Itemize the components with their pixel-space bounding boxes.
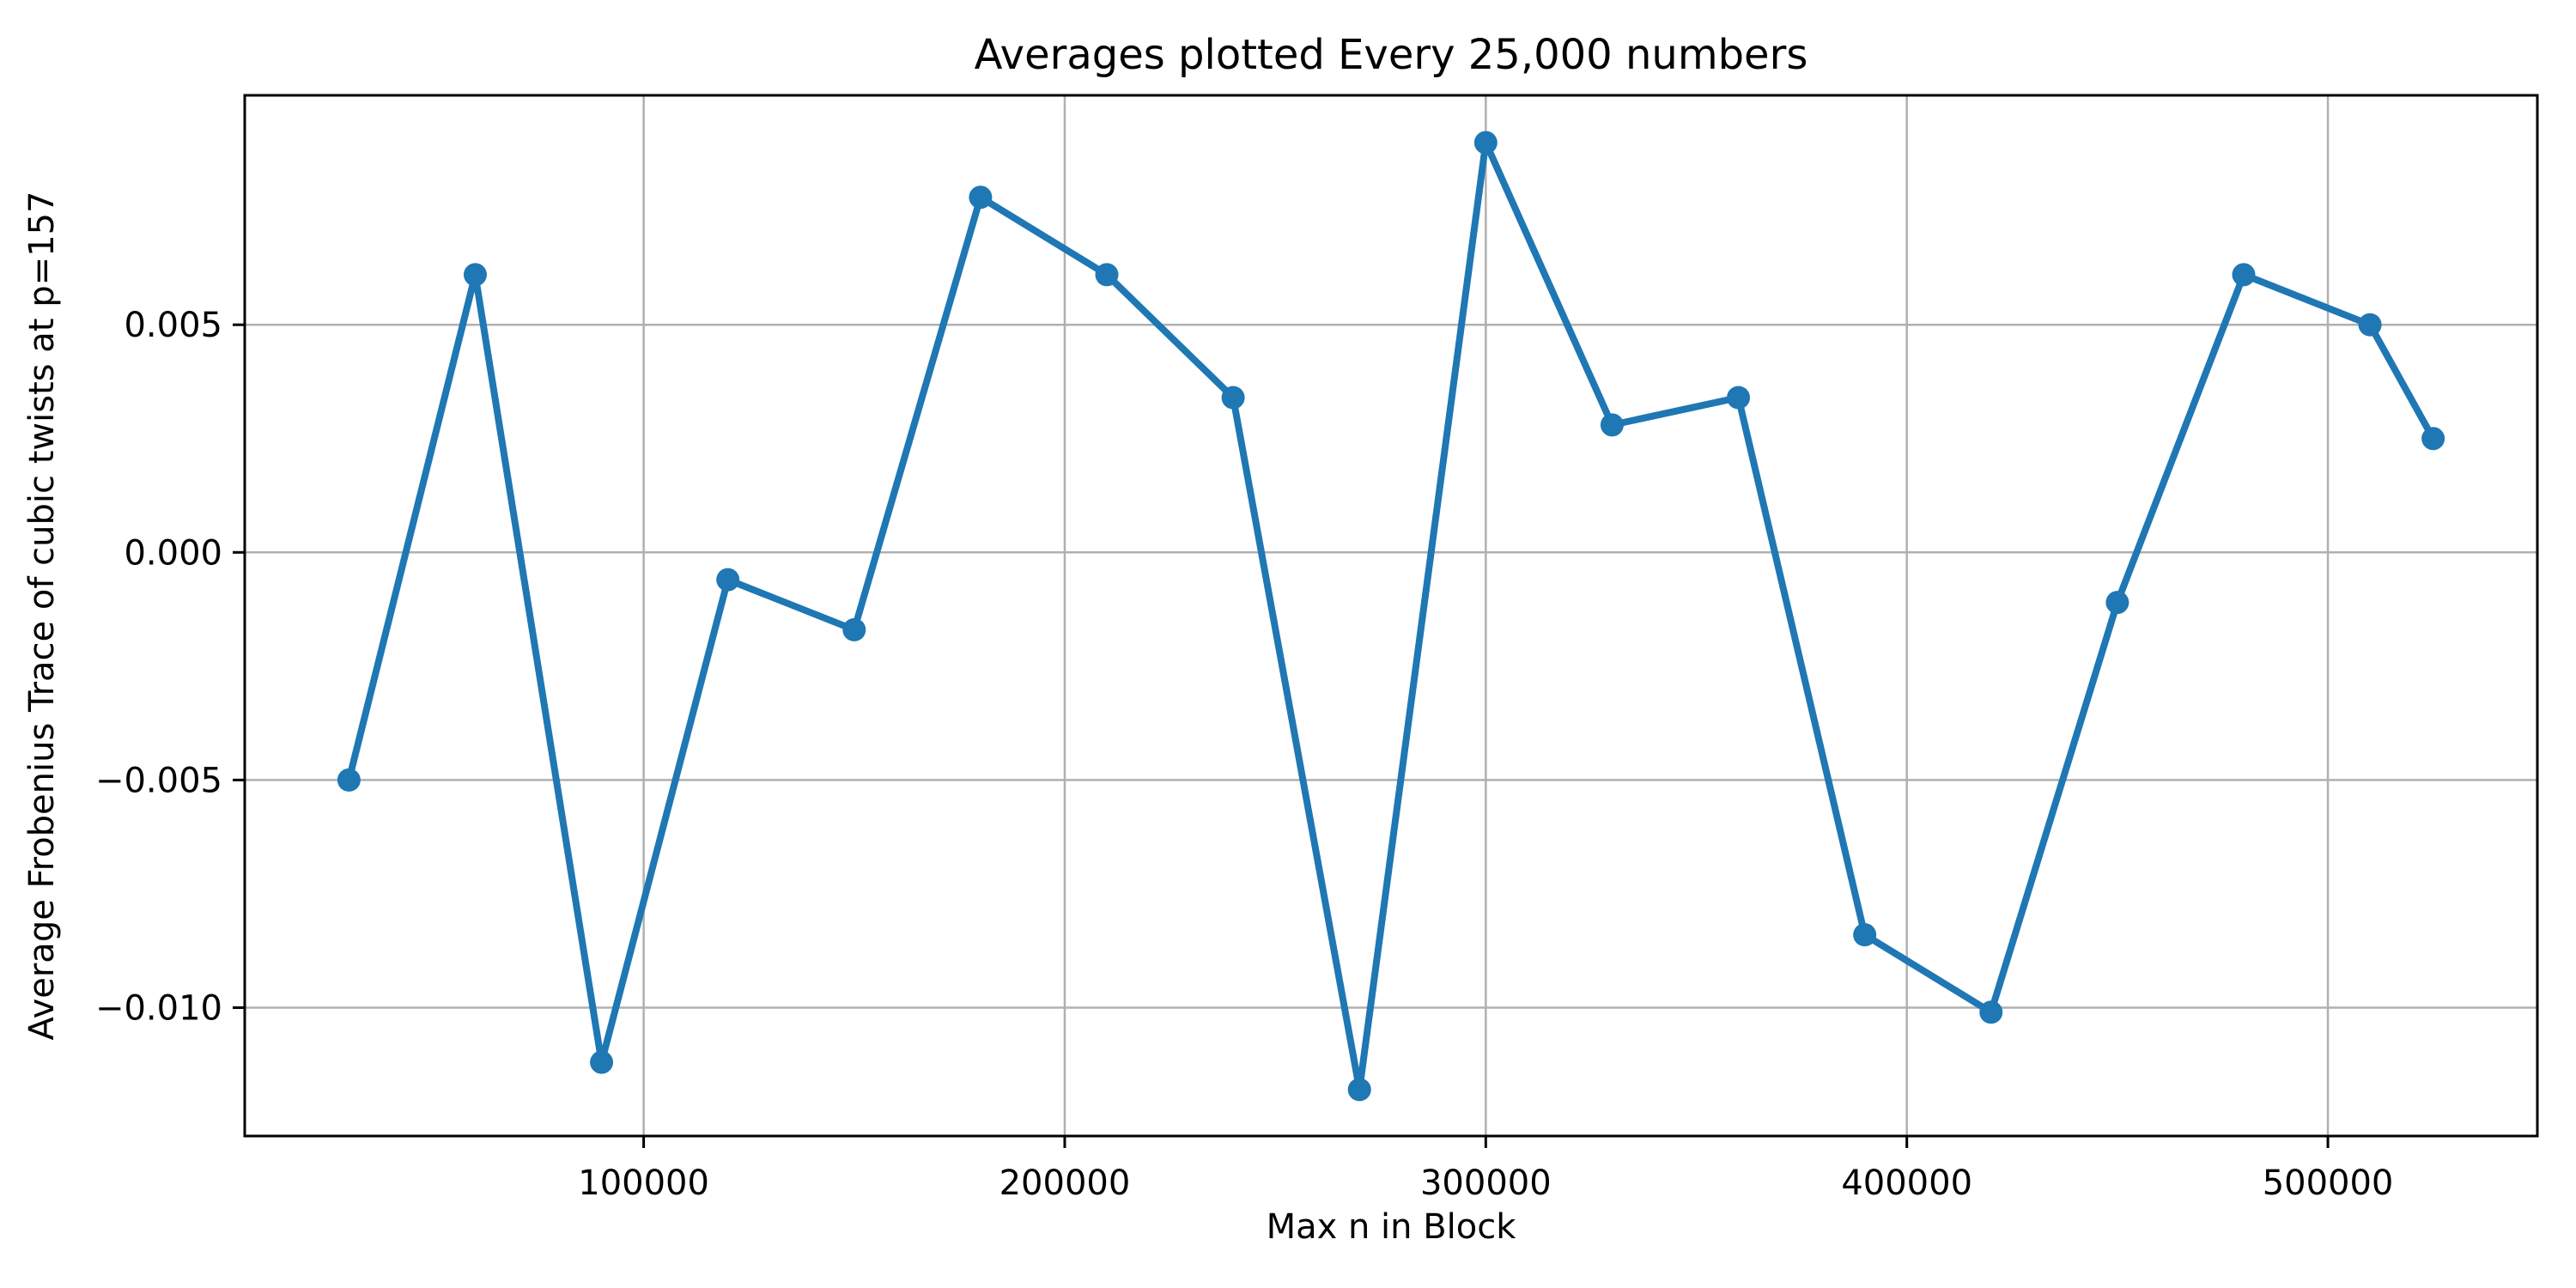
data-point xyxy=(463,263,487,287)
data-line xyxy=(345,139,2437,1093)
data-point xyxy=(1347,1078,1371,1102)
x-tick-label: 500000 xyxy=(2263,1163,2394,1203)
data-point xyxy=(2232,263,2256,287)
data-point xyxy=(1853,923,1877,947)
data-point xyxy=(2105,591,2129,615)
x-axis-label: Max n in Block xyxy=(1267,1207,1517,1247)
tick-layer: 100000 200000 300000 400000 500000 0.005 0.000… xyxy=(95,306,2393,1203)
x-tick-label: 100000 xyxy=(578,1163,709,1203)
series-layer xyxy=(337,131,2445,1102)
y-tick-label: 0.000 xyxy=(124,533,222,573)
y-tick-label: −0.005 xyxy=(95,761,222,800)
x-tick-label: 400000 xyxy=(1841,1163,1972,1203)
y-tick-label: 0.005 xyxy=(124,306,222,345)
plot-border xyxy=(243,94,2539,1138)
chart-title: Averages plotted Every 25,000 numbers xyxy=(975,31,1808,79)
x-tick-label: 300000 xyxy=(1420,1163,1552,1203)
data-point xyxy=(1979,1000,2003,1024)
data-point xyxy=(842,617,866,641)
data-point xyxy=(969,185,993,210)
data-point xyxy=(590,1050,614,1074)
x-tick-label: 200000 xyxy=(999,1163,1131,1203)
data-point xyxy=(1600,413,1624,437)
data-point xyxy=(1473,131,1498,155)
data-point xyxy=(337,768,361,792)
data-point xyxy=(1095,263,1119,287)
grid-layer xyxy=(245,95,2537,1136)
y-tick-label: −0.010 xyxy=(95,988,222,1028)
y-axis-label: Average Frobenius Trace of cubic twists … xyxy=(22,191,62,1041)
data-point xyxy=(716,568,740,592)
data-point xyxy=(2421,427,2445,451)
data-point xyxy=(1221,386,1245,410)
data-point xyxy=(2358,313,2382,337)
data-point xyxy=(1727,386,1751,410)
